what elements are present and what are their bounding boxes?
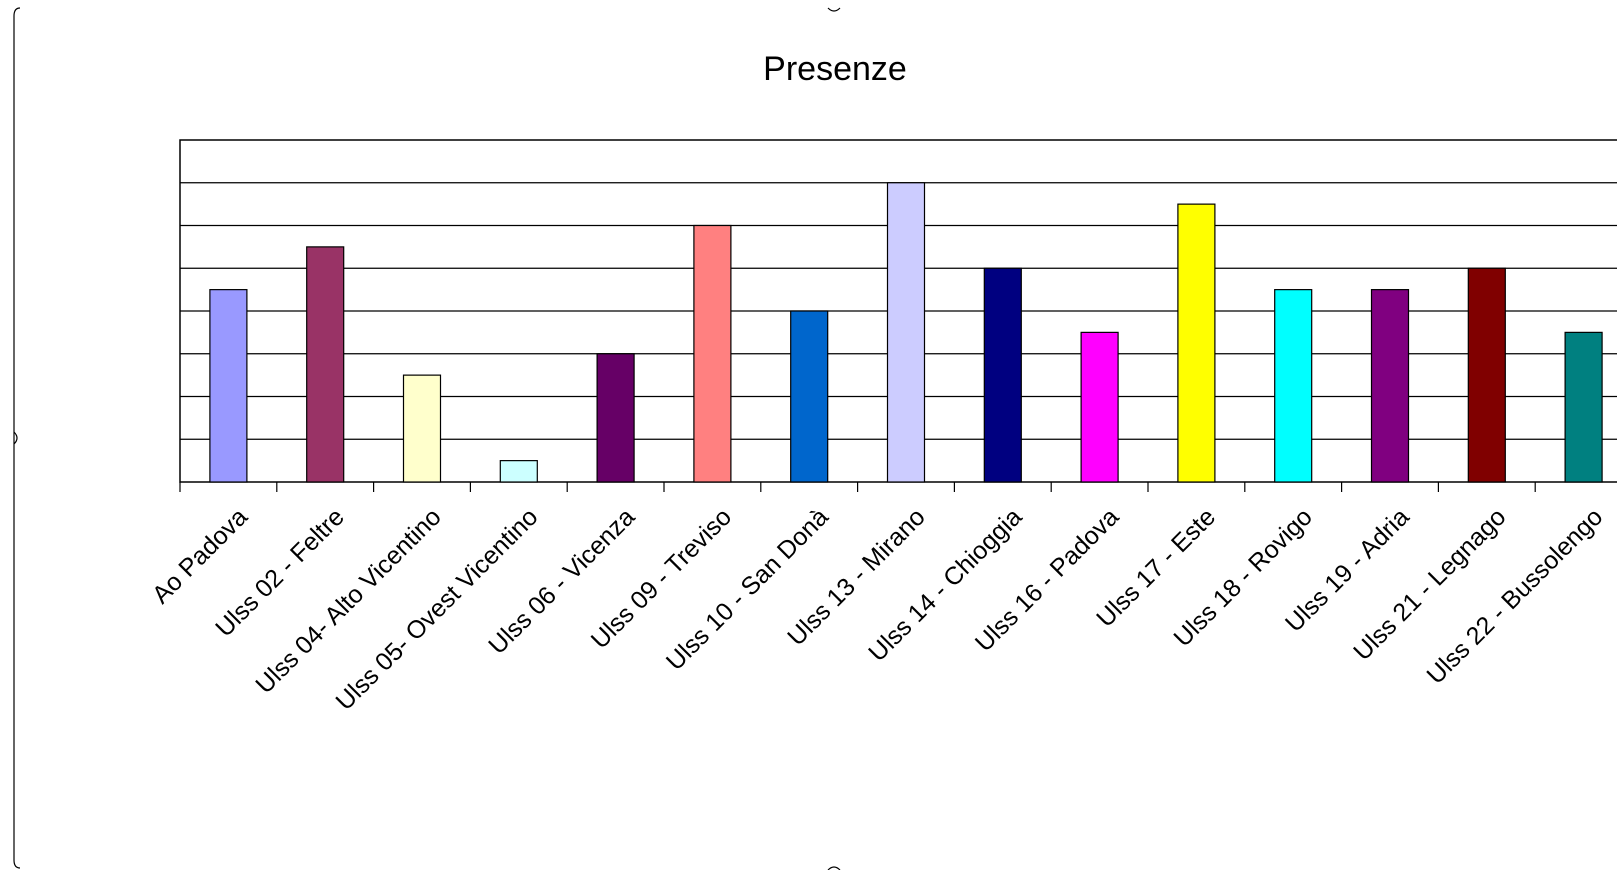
bar (1564, 331, 1603, 483)
resize-handle-bottom (827, 866, 841, 870)
bar (693, 224, 732, 483)
x-axis-ticks (179, 482, 1536, 492)
bar (306, 246, 345, 483)
chart-area-border (13, 7, 21, 869)
bar (790, 310, 829, 483)
bar (402, 374, 442, 483)
x-tick-label: Ulss 22 - Bussolengo (1421, 503, 1608, 690)
x-tick-label: Ao Padova (147, 503, 253, 609)
x-tick-label: Ulss 10 - San Donà (661, 503, 834, 676)
bar (886, 182, 926, 483)
bar (209, 289, 248, 483)
chart-title: Presenze (763, 50, 907, 88)
bar (1467, 267, 1506, 483)
x-tick-label: Ulss 04- Alto Vicentino (250, 503, 446, 699)
bars (209, 182, 1603, 483)
bar (1080, 331, 1119, 483)
bar (1274, 289, 1313, 483)
bar (499, 460, 538, 483)
bar (983, 267, 1022, 483)
resize-handle-left (13, 431, 18, 445)
bar (596, 353, 635, 483)
bar (1177, 203, 1216, 483)
chart-frame (13, 7, 841, 870)
bar (1370, 289, 1410, 483)
resize-handle-top (827, 7, 841, 12)
x-tick-label: Ulss 05- Ovest Vicentino (330, 503, 543, 716)
